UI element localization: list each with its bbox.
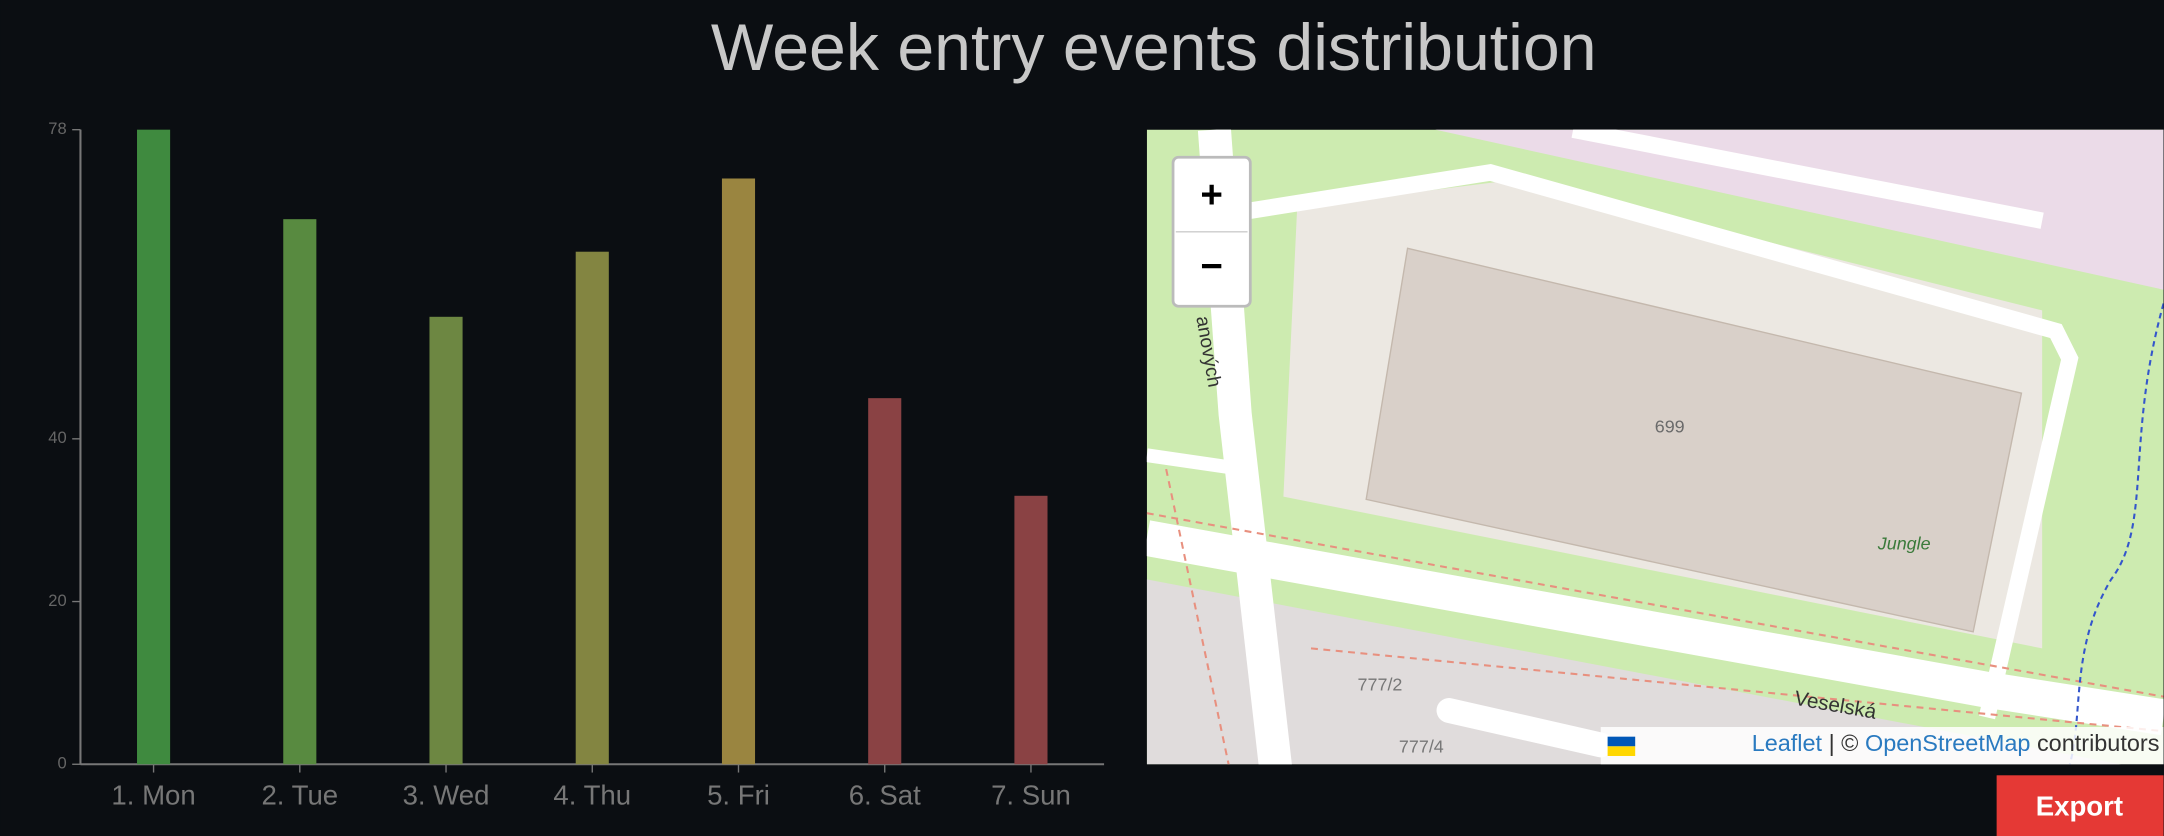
map[interactable]: 699 Jungle Veselská 777/2 777/4 anových … bbox=[1146, 129, 2164, 836]
attribution-bg bbox=[1600, 727, 2164, 765]
y-tick-label: 0 bbox=[57, 754, 66, 773]
y-tick-label: 78 bbox=[48, 119, 66, 138]
map-label: 777/2 bbox=[1358, 674, 1403, 694]
x-tick-label: 7. Sun bbox=[991, 780, 1071, 811]
bar bbox=[868, 398, 902, 765]
road bbox=[1571, 129, 2044, 229]
bar bbox=[137, 129, 171, 765]
road bbox=[1185, 163, 2079, 720]
x-tick-label: 1. Mon bbox=[111, 780, 195, 811]
bar bbox=[283, 219, 317, 765]
road bbox=[1436, 698, 1614, 758]
map-tiles: 699 Jungle Veselská 777/2 777/4 anových bbox=[1146, 129, 2164, 765]
osm-link[interactable]: OpenStreetMap bbox=[1865, 730, 2030, 756]
chart-title: Week entry events distribution bbox=[711, 11, 1597, 85]
y-tick-label: 20 bbox=[48, 591, 66, 610]
x-tick-label: 2. Tue bbox=[261, 780, 338, 811]
area bbox=[1435, 129, 2164, 290]
bar bbox=[1014, 495, 1048, 765]
road bbox=[1146, 448, 1244, 476]
attribution-text: contributors bbox=[2037, 730, 2159, 756]
map-label: 777/4 bbox=[1399, 736, 1444, 756]
flag bbox=[1607, 736, 1636, 747]
bar-chart: 0 20 40 78 1. Mon 2. Tue 3. Wed 4. Thu 5. Fri 6. … bbox=[48, 119, 1105, 811]
export-label[interactable]: Export bbox=[2036, 791, 2123, 822]
flag bbox=[1607, 746, 1636, 756]
map-label: Jungle bbox=[1877, 534, 1931, 554]
zoom-in[interactable]: + bbox=[1200, 173, 1223, 216]
stream bbox=[2068, 303, 2164, 765]
attribution-separator: | © bbox=[1829, 730, 1859, 756]
x-tick-label: 5. Fri bbox=[707, 780, 770, 811]
zoom-out[interactable]: − bbox=[1200, 245, 1223, 288]
building bbox=[1365, 247, 2023, 633]
leaflet-link[interactable]: Leaflet bbox=[1752, 730, 1823, 756]
bar bbox=[721, 178, 756, 765]
export-button[interactable] bbox=[1996, 775, 2164, 836]
bar bbox=[429, 316, 463, 765]
map-label: 699 bbox=[1655, 416, 1685, 436]
x-tick-label: 4. Thu bbox=[553, 780, 631, 811]
attribution: Leaflet | © OpenStreetMap contributors bbox=[1752, 730, 2160, 756]
y-tick-label: 40 bbox=[48, 428, 66, 447]
x-tick-label: 6. Sat bbox=[849, 780, 921, 811]
x-tick-label: 3. Wed bbox=[403, 780, 490, 811]
bar bbox=[575, 251, 609, 765]
path bbox=[1146, 468, 2164, 765]
